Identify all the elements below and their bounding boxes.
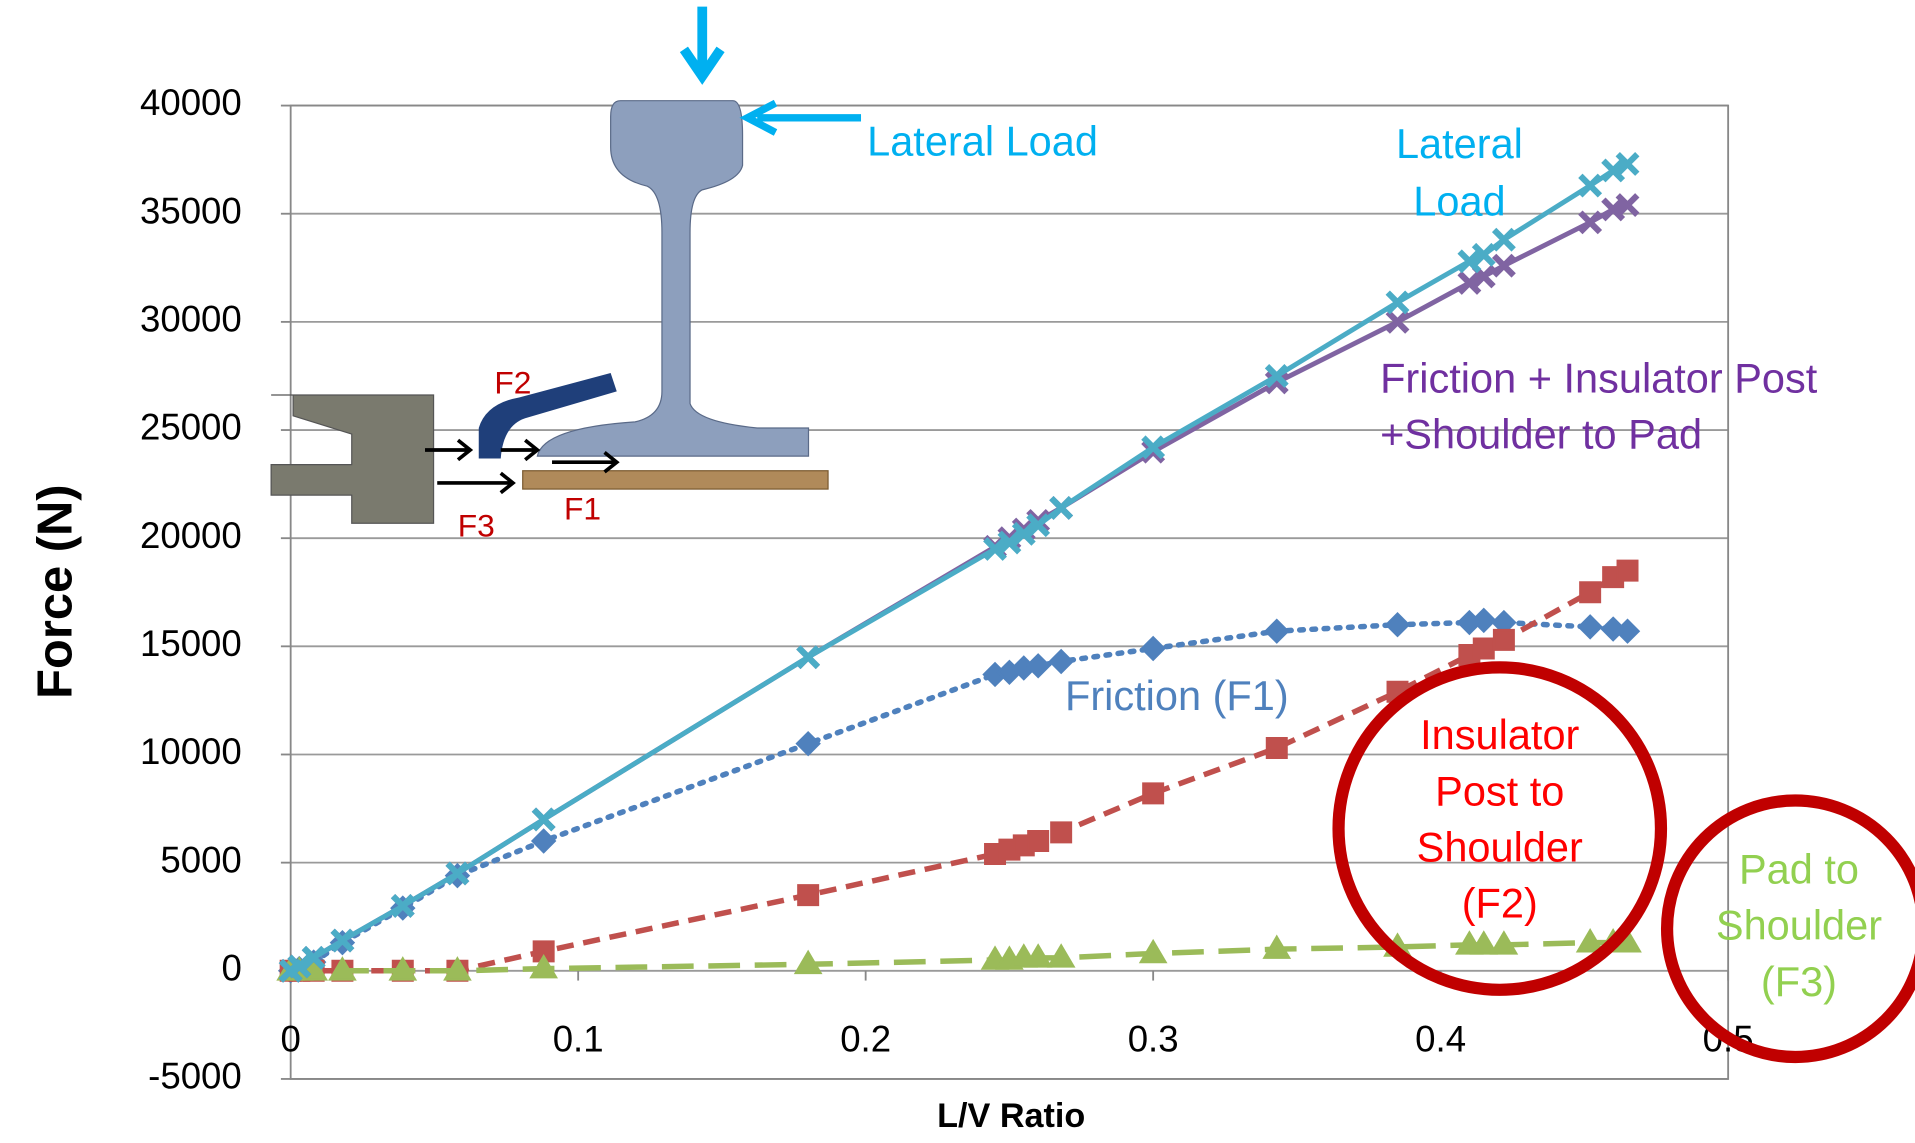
marker — [1580, 213, 1600, 233]
marker — [533, 830, 555, 852]
marker — [1028, 831, 1048, 851]
annotation: Shoulder — [1417, 824, 1583, 871]
annotation: (F3) — [1761, 958, 1837, 1005]
y-tick-label: 10000 — [140, 731, 242, 772]
marker — [534, 810, 554, 830]
marker — [1142, 638, 1164, 660]
annotation: Friction + Insulator Post — [1380, 355, 1818, 402]
y-axis-title: Force (N) — [29, 484, 83, 698]
y-tick-label: 15000 — [140, 623, 242, 664]
y-tick-label: 40000 — [140, 82, 242, 123]
annotation: Insulator — [1420, 711, 1579, 758]
page: {"chart_data": {"type": "line", "x_label… — [0, 0, 1915, 1143]
y-tick-label: 35000 — [140, 190, 242, 231]
force-label: F3 — [458, 508, 495, 544]
marker — [798, 647, 818, 667]
marker — [1051, 498, 1071, 518]
force-label: F2 — [494, 365, 531, 401]
marker — [1143, 784, 1163, 804]
annotations: Lateral Load Lateral Load Friction + Ins… — [867, 118, 1915, 1057]
marker — [1580, 176, 1600, 196]
marker — [1051, 823, 1071, 843]
annotation: Shoulder — [1716, 902, 1882, 949]
marker — [1388, 293, 1408, 313]
lateral-load-arrow — [747, 103, 861, 132]
vertical-load-arrow — [684, 7, 721, 77]
rail — [537, 101, 808, 456]
chart: -5000 0 5000 10000 15000 20000 25000 30000 35000… — [0, 0, 1915, 1143]
y-tick-label: 30000 — [140, 299, 242, 340]
marker — [798, 885, 818, 905]
y-tick-label: 25000 — [140, 407, 242, 448]
marker — [1494, 230, 1514, 250]
marker — [1267, 738, 1287, 758]
y-tick-label: 5000 — [160, 839, 241, 880]
x-tick-label: 0.2 — [840, 1018, 891, 1059]
annotation: Lateral Load — [867, 118, 1098, 165]
marker — [1474, 639, 1494, 659]
x-tick-label: 0 — [280, 1018, 300, 1059]
pad — [523, 471, 828, 489]
annotation: Friction (F1) — [1065, 672, 1289, 719]
marker — [1580, 582, 1600, 602]
marker — [1579, 616, 1601, 638]
y-tick-label: 0 — [221, 947, 241, 988]
marker — [1494, 630, 1514, 650]
annotation: (F2) — [1462, 880, 1538, 927]
marker — [1387, 614, 1409, 636]
annotation: Post to — [1435, 767, 1564, 814]
marker — [1266, 620, 1288, 642]
series-line — [291, 620, 1628, 970]
x-tick-label: 0.4 — [1415, 1018, 1466, 1059]
y-tick-label: -5000 — [148, 1056, 242, 1097]
force-label: F1 — [564, 490, 601, 526]
inset-diagram: F2 F1 F3 — [271, 7, 861, 544]
marker — [1618, 561, 1638, 581]
marker — [1050, 650, 1072, 672]
x-tick-label: 0.1 — [553, 1018, 604, 1059]
annotation: Lateral — [1396, 120, 1523, 167]
annotation: Load — [1413, 177, 1505, 224]
plot-area: -5000 0 5000 10000 15000 20000 25000 30000 35000… — [140, 82, 1754, 1096]
series-line — [291, 571, 1628, 971]
plot-frame — [291, 106, 1728, 1079]
y-tick-label: 20000 — [140, 515, 242, 556]
marker — [1494, 256, 1514, 276]
x-axis-title: L/V Ratio — [937, 1097, 1085, 1135]
marker — [797, 733, 819, 755]
annotation: +Shoulder to Pad — [1380, 411, 1702, 458]
x-tick-label: 0.3 — [1128, 1018, 1179, 1059]
annotation: Pad to — [1739, 846, 1859, 893]
shoulder — [271, 395, 433, 523]
